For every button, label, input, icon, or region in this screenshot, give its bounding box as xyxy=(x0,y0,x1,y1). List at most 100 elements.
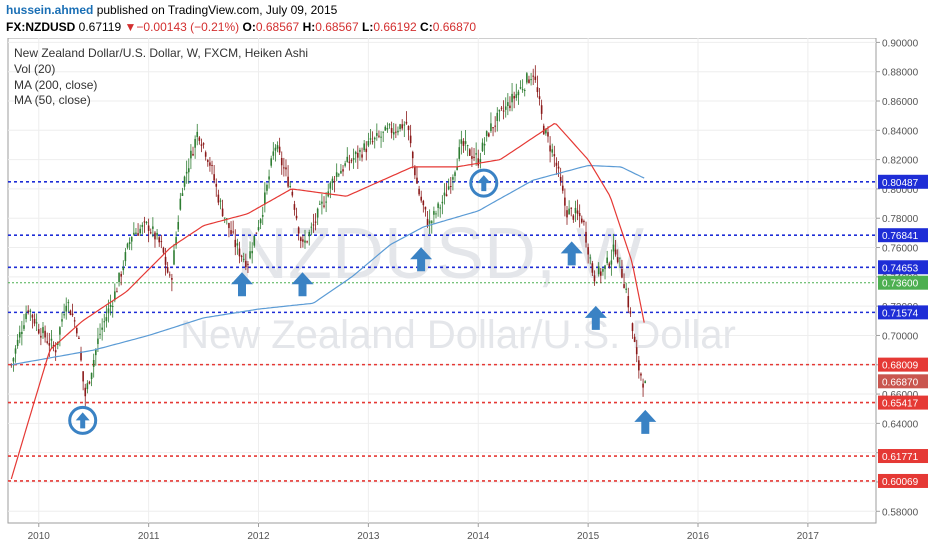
candle-body xyxy=(621,269,623,278)
candle-body xyxy=(623,284,625,289)
candle-body xyxy=(447,186,450,190)
candle-body xyxy=(494,125,496,127)
candle-body xyxy=(409,135,412,144)
candle-body xyxy=(329,182,332,189)
y-tick-label: 0.80000 xyxy=(882,185,919,196)
candle-body xyxy=(380,136,382,138)
candle-body xyxy=(606,257,608,264)
candle-body xyxy=(175,237,177,246)
candle-body xyxy=(359,149,361,152)
candle-body xyxy=(228,222,230,229)
label-text: 0.65417 xyxy=(882,399,919,410)
candle-body xyxy=(564,197,566,206)
candle-body xyxy=(128,242,131,244)
candle-body xyxy=(420,196,423,201)
candle-body xyxy=(610,260,613,265)
label-box xyxy=(878,357,928,372)
candle-body xyxy=(264,192,266,205)
low-value: 0.66192 xyxy=(373,20,417,34)
candle-body xyxy=(63,314,65,316)
candle-body xyxy=(181,193,184,196)
candle-body xyxy=(238,248,241,257)
candle-body xyxy=(424,206,427,210)
time-axis[interactable]: 2010 2011 2012 2013 2014 2015 2016 2017 xyxy=(28,523,820,542)
candle-body xyxy=(190,150,192,159)
candle-body xyxy=(95,349,97,356)
level-price-labels: 0.80487 0.76841 0.74653 0.73600 0.71574 0.680… xyxy=(878,174,928,488)
candle-body xyxy=(230,230,232,234)
candle-body xyxy=(204,152,207,157)
arrow-circle xyxy=(469,168,499,198)
arrow-shape xyxy=(291,272,314,297)
candle-body xyxy=(75,328,78,334)
candle-body xyxy=(407,126,410,131)
candle-body xyxy=(18,332,21,338)
candle-body xyxy=(471,156,473,159)
candle-body xyxy=(464,141,467,144)
symbol-label[interactable]: FX:NZDUSD xyxy=(6,20,76,34)
candle-body xyxy=(270,158,272,166)
candle-body xyxy=(312,224,315,226)
label-box xyxy=(878,473,928,488)
published-text: published on TradingView.com, July 09, 2… xyxy=(96,3,338,17)
candle-body xyxy=(437,203,439,208)
candle-body xyxy=(266,184,268,191)
chart-header: hussein.ahmed published on TradingView.c… xyxy=(0,0,932,38)
candle-body xyxy=(602,269,604,272)
candle-body xyxy=(71,313,74,316)
candle-body xyxy=(456,166,458,171)
candle-body xyxy=(92,360,95,367)
candle-body xyxy=(215,183,218,187)
candle-body xyxy=(619,257,621,259)
candle-body xyxy=(576,210,579,214)
candle-body xyxy=(255,232,258,234)
candle-body xyxy=(346,156,349,162)
candle-body xyxy=(405,121,408,124)
candle-body xyxy=(496,112,499,122)
candle-body xyxy=(154,232,156,240)
candle-body xyxy=(597,266,600,275)
plot-area[interactable] xyxy=(7,38,877,524)
candle-body xyxy=(314,221,317,223)
candle-body xyxy=(310,226,313,228)
candle-body xyxy=(46,341,49,343)
last-price: 0.67119 xyxy=(78,20,122,34)
candle-body xyxy=(232,231,234,233)
candle-body xyxy=(388,124,391,126)
open-value: 0.68567 xyxy=(255,20,300,34)
label-text: 0.61771 xyxy=(882,452,919,463)
candle-body xyxy=(168,274,171,276)
candle-body xyxy=(488,133,490,137)
candle-body xyxy=(48,343,51,346)
candle-body xyxy=(139,228,141,234)
candle-body xyxy=(631,323,634,332)
y-tick-label: 0.84000 xyxy=(882,126,919,137)
candle-body xyxy=(517,91,520,96)
candle-body xyxy=(502,110,505,112)
author-name[interactable]: hussein.ahmed xyxy=(6,3,94,17)
candle-body xyxy=(171,278,173,280)
candle-body xyxy=(363,143,365,151)
up-arrow-icon xyxy=(584,305,607,330)
candle-body xyxy=(29,310,32,312)
candle-body xyxy=(454,172,456,176)
candle-body xyxy=(367,140,370,146)
price-chart[interactable]: NZDUSD, W New Zealand Dollar/U.S. Dollar… xyxy=(0,38,932,550)
candle-body xyxy=(469,149,471,156)
candle-body xyxy=(173,250,175,265)
candle-body xyxy=(553,154,556,157)
candle-body xyxy=(27,310,29,312)
candle-body xyxy=(458,147,461,159)
x-tick-label: 2016 xyxy=(687,531,710,542)
candle-body xyxy=(547,132,549,137)
publish-line: hussein.ahmed published on TradingView.c… xyxy=(6,3,337,17)
candle-body xyxy=(306,241,308,243)
candle-body xyxy=(534,76,537,80)
candle-body xyxy=(633,336,636,342)
candle-body xyxy=(107,308,110,314)
candle-body xyxy=(318,203,321,205)
candle-body xyxy=(414,167,416,176)
candle-body xyxy=(31,314,34,318)
x-tick-label: 2013 xyxy=(357,531,380,542)
candle-body xyxy=(589,257,592,259)
